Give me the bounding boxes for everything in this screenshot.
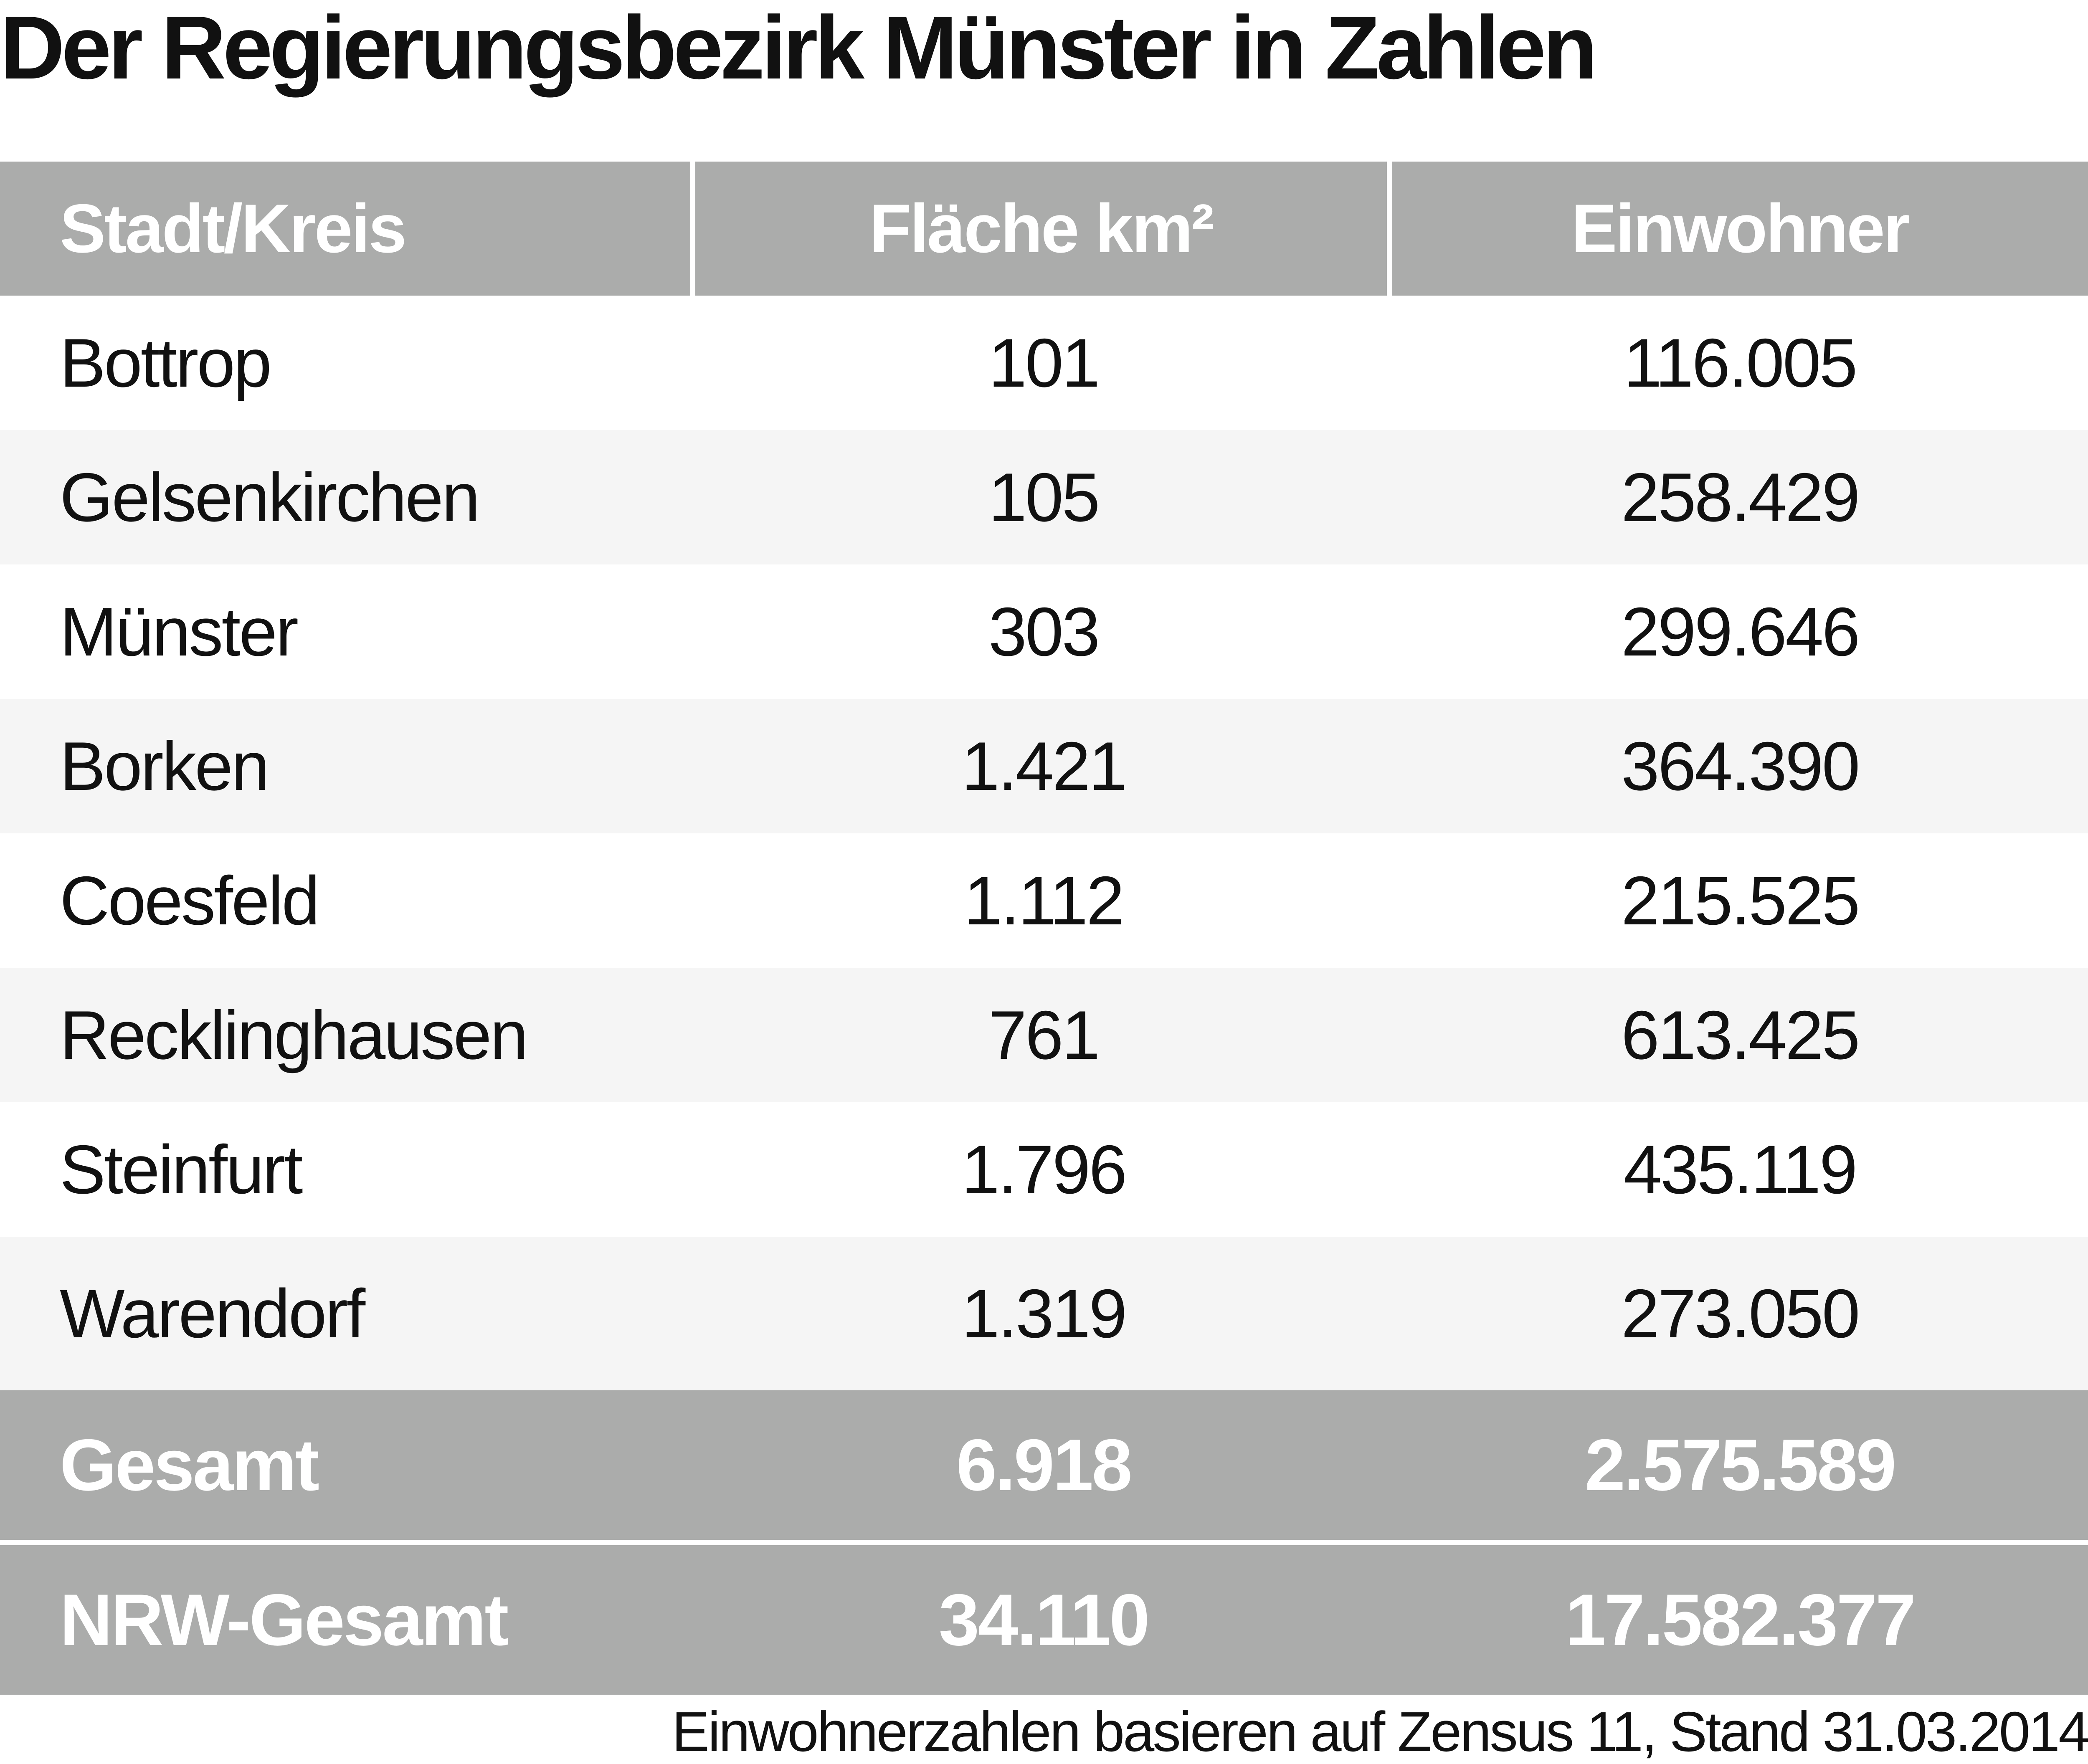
cell-flaeche: 303 [695,592,1392,671]
column-header-stadt-kreis: Stadt/Kreis [0,162,695,296]
cell-flaeche: 1.319 [695,1274,1392,1353]
total-area: 6.918 [695,1423,1392,1507]
cell-flaeche: 761 [695,996,1392,1075]
cell-stadt-kreis: Steinfurt [0,1130,695,1209]
total-row-nrw: NRW-Gesamt 34.110 17.582.377 [0,1545,2088,1695]
cell-flaeche: 105 [695,458,1392,537]
page-title: Der Regierungsbezirk Münster in Zahlen [0,0,1594,99]
cell-stadt-kreis: Recklinghausen [0,996,695,1075]
cell-flaeche: 1.421 [695,727,1392,806]
cell-einwohner: 116.005 [1392,324,2088,402]
cell-einwohner: 215.525 [1392,861,2088,940]
total-population: 2.575.589 [1392,1423,2088,1507]
cell-einwohner: 299.646 [1392,592,2088,671]
cell-stadt-kreis: Münster [0,592,695,671]
cell-einwohner: 613.425 [1392,996,2088,1075]
cell-stadt-kreis: Gelsenkirchen [0,458,695,537]
cell-flaeche: 1.796 [695,1130,1392,1209]
data-table: Stadt/Kreis Fläche km² Einwohner Bottrop… [0,162,2088,1695]
total-label: NRW-Gesamt [0,1578,695,1662]
cell-stadt-kreis: Coesfeld [0,861,695,940]
cell-stadt-kreis: Warendorf [0,1274,695,1353]
total-area: 34.110 [695,1578,1392,1662]
cell-einwohner: 364.390 [1392,727,2088,806]
cell-einwohner: 258.429 [1392,458,2088,537]
cell-stadt-kreis: Borken [0,727,695,806]
total-population: 17.582.377 [1392,1578,2088,1662]
cell-stadt-kreis: Bottrop [0,324,695,402]
cell-flaeche: 101 [695,324,1392,402]
total-row-gesamt: Gesamt 6.918 2.575.589 [0,1390,2088,1540]
column-header-flaeche: Fläche km² [695,162,1392,296]
cell-einwohner: 273.050 [1392,1274,2088,1353]
cell-einwohner: 435.119 [1392,1130,2088,1209]
cell-flaeche: 1.112 [695,861,1392,940]
row-divider [0,1540,2088,1545]
column-header-einwohner: Einwohner [1392,162,2088,296]
total-label: Gesamt [0,1423,695,1507]
table-header-row: Stadt/Kreis Fläche km² Einwohner [0,162,2088,296]
footnote: Einwohnerzahlen basieren auf Zensus 11, … [672,1699,2088,1764]
